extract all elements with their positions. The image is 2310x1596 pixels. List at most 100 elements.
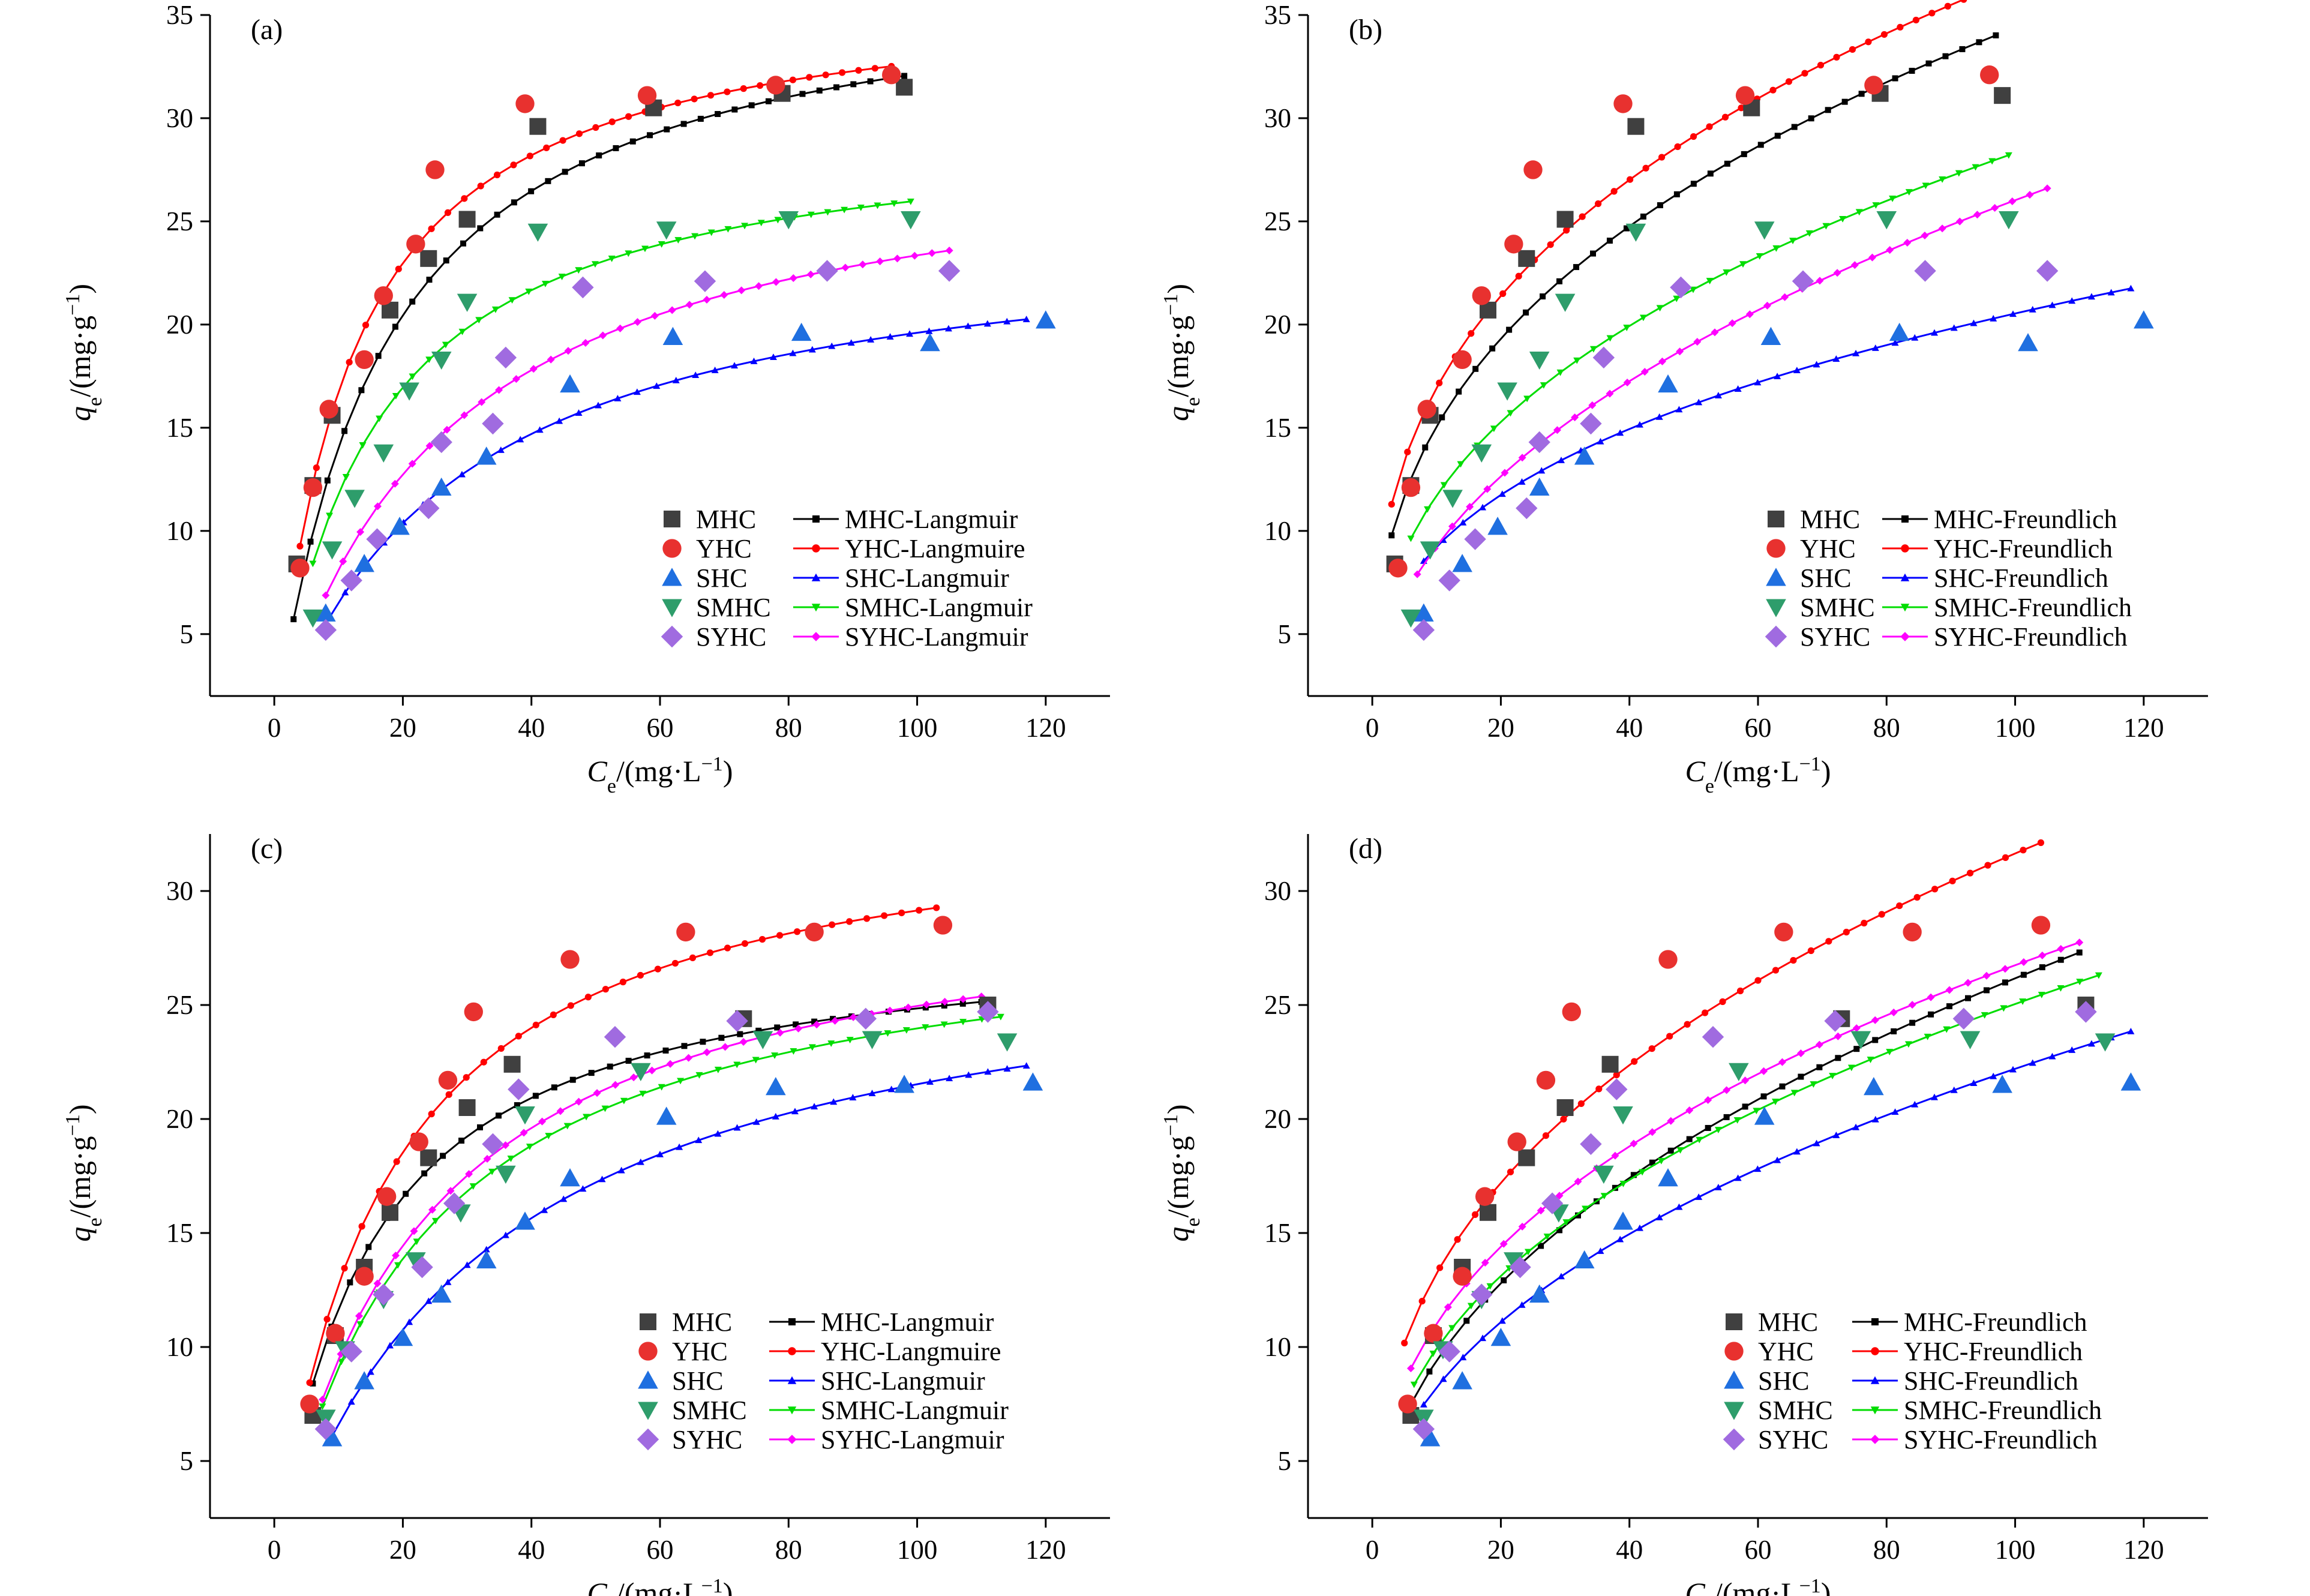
legend-line-marker: [811, 573, 821, 581]
fit-point: [1471, 1211, 1479, 1218]
fit-point: [633, 388, 641, 395]
fit-point: [1675, 406, 1683, 413]
fit-point: [1781, 293, 1789, 301]
data-point: [2031, 916, 2051, 935]
fit-point: [1693, 338, 1702, 346]
fit-point: [1573, 264, 1580, 271]
fit-point: [611, 1081, 620, 1089]
data-point: [1876, 211, 1897, 230]
fit-point: [560, 1195, 568, 1202]
data-point: [631, 1063, 651, 1081]
fit-point: [1418, 1297, 1426, 1305]
legend-line-marker: [1870, 1376, 1880, 1384]
fit-point: [550, 1011, 557, 1018]
data-point: [482, 1133, 504, 1155]
fit-point: [739, 1038, 748, 1046]
y-tick-label: 20: [166, 310, 193, 340]
series-syhc: [314, 1001, 999, 1440]
fit-point: [1538, 1243, 1544, 1249]
data-point: [854, 1007, 877, 1030]
fit-point: [1456, 388, 1462, 395]
fit-point: [477, 182, 484, 190]
fit-point: [625, 113, 632, 120]
fit-point: [1676, 1147, 1684, 1154]
fit-point: [629, 1073, 638, 1082]
data-point: [418, 497, 440, 520]
y-tick-label: 10: [166, 1332, 193, 1362]
y-tick-label: 20: [1264, 310, 1291, 340]
data-point: [1541, 1192, 1564, 1214]
fit-point: [598, 1175, 606, 1183]
data-point: [2120, 1072, 2141, 1091]
fit-point: [567, 1002, 574, 1009]
fit-point: [1970, 319, 1978, 326]
legend-marker: [1724, 1342, 1744, 1361]
fit-point: [907, 198, 914, 205]
fit-point: [1816, 277, 1824, 285]
fit-point: [559, 137, 566, 144]
fit-point: [1501, 469, 1509, 477]
x-tick-label: 40: [1616, 713, 1643, 743]
fit-point: [1498, 490, 1506, 497]
y-tick-label: 10: [166, 516, 193, 546]
fit-point: [1891, 1028, 1897, 1034]
data-point: [1452, 554, 1472, 572]
legend-line-marker: [1900, 604, 1910, 612]
data-point: [1952, 1007, 1975, 1030]
fit-point: [1959, 46, 1966, 52]
data-point: [1754, 1106, 1775, 1125]
y-tick-label: 25: [1264, 990, 1291, 1020]
data-point: [1574, 446, 1595, 465]
fit-point: [620, 1097, 628, 1105]
legend-entry: SYHC-Langmuir: [821, 1425, 1004, 1454]
fit-point: [1993, 32, 1999, 38]
legend-entry: SHC-Langmuir: [821, 1366, 985, 1396]
fit-point: [898, 909, 905, 917]
data-point: [420, 250, 437, 267]
fit-point: [774, 1024, 781, 1031]
fit-point: [715, 111, 721, 118]
fit-point: [828, 342, 836, 349]
data-point: [366, 528, 388, 550]
fit-point: [410, 1227, 418, 1235]
legend-entry: SHC: [672, 1366, 724, 1396]
y-tick-label: 15: [1264, 1218, 1291, 1248]
fit-point: [595, 401, 602, 409]
fit-point: [867, 336, 875, 343]
fit-point: [940, 1021, 948, 1028]
fit-point: [1426, 1368, 1433, 1375]
legend-entry: SMHC-Langmuir: [821, 1396, 1009, 1425]
fit-point: [799, 91, 806, 97]
data-point: [1889, 322, 1910, 341]
fit-point: [558, 274, 566, 280]
fit-point: [458, 470, 466, 478]
fit-point: [724, 88, 731, 95]
fit-point: [1595, 1085, 1603, 1093]
fit-point: [2009, 1066, 2017, 1073]
data-point: [1472, 286, 1491, 305]
fit-point: [1686, 1136, 1693, 1142]
y-tick-label: 35: [1264, 0, 1291, 30]
fit-curve-syhc-freundlich: [1413, 184, 2051, 578]
fit-point: [556, 1107, 565, 1115]
fit-point: [945, 246, 953, 254]
fit-point: [827, 1040, 835, 1047]
x-tick-label: 0: [268, 1535, 281, 1565]
series-smhc: [1400, 211, 2019, 628]
fit-point: [1871, 1115, 1879, 1123]
fit-point: [1849, 46, 1856, 53]
fit-point: [1835, 1055, 1841, 1061]
fit-point: [1657, 202, 1663, 209]
fit-point: [867, 78, 874, 85]
data-point: [409, 1132, 428, 1151]
data-point: [1471, 1283, 1493, 1306]
fit-point: [707, 92, 715, 99]
fit-point: [514, 1102, 520, 1108]
fit-point: [1950, 324, 1958, 331]
fit-point: [1630, 1139, 1638, 1148]
fit-point: [602, 986, 609, 993]
fit-point: [507, 1155, 515, 1162]
data-point: [443, 1192, 466, 1214]
fit-point: [1760, 1067, 1768, 1075]
data-point: [791, 322, 812, 341]
